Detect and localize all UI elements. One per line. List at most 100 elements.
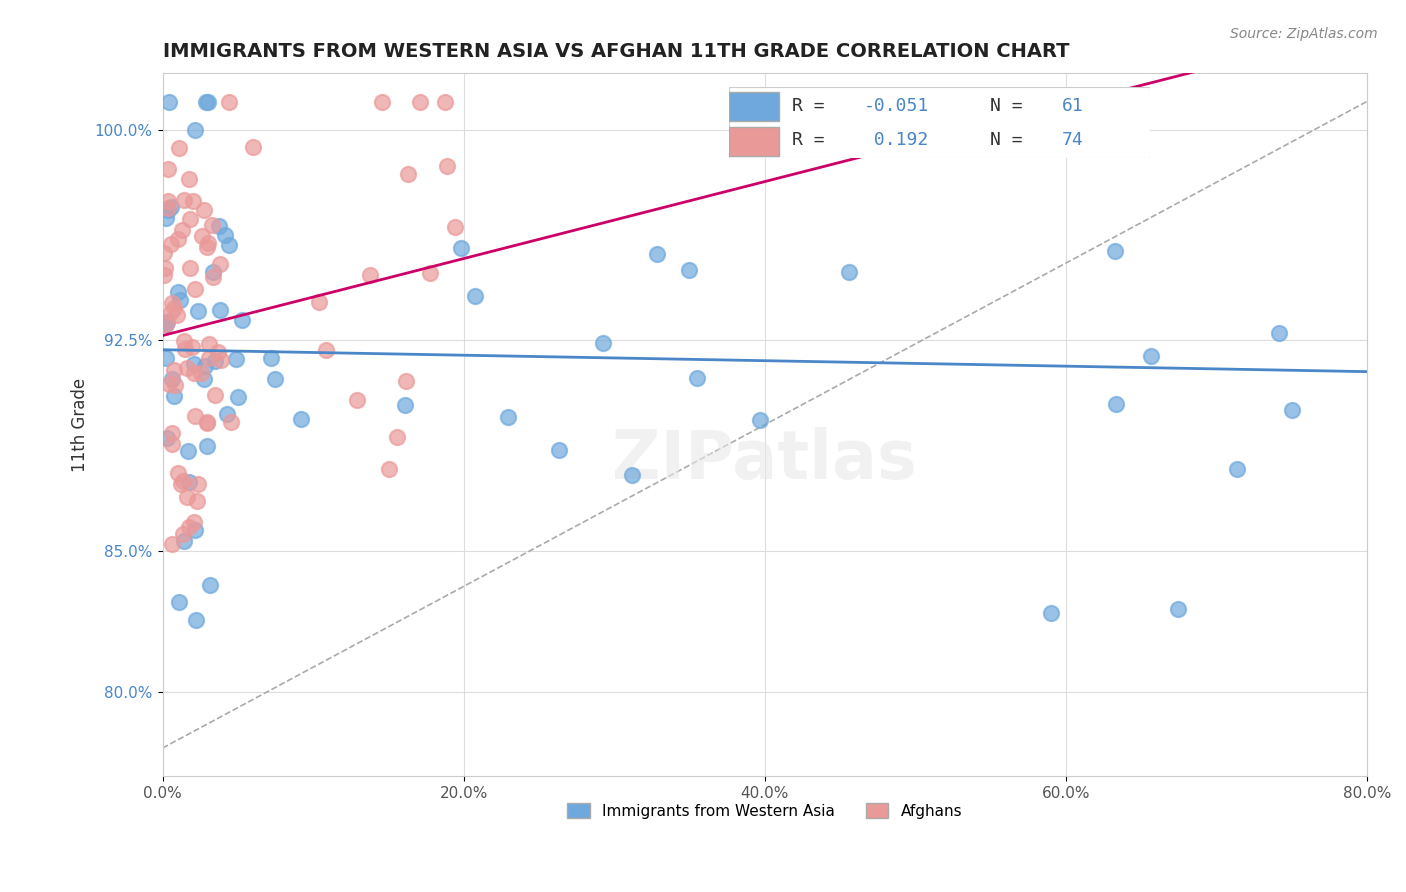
Point bbox=[202, 269, 225, 284]
Point bbox=[184, 523, 207, 537]
Point bbox=[215, 407, 238, 421]
Point bbox=[444, 219, 467, 234]
Point bbox=[193, 371, 215, 385]
Point bbox=[198, 578, 221, 592]
Point bbox=[160, 537, 183, 551]
Point bbox=[395, 374, 418, 388]
Point bbox=[1104, 244, 1126, 258]
Point bbox=[195, 415, 218, 429]
Point bbox=[209, 352, 232, 367]
Point bbox=[173, 342, 195, 356]
Point bbox=[290, 412, 312, 426]
Point bbox=[450, 241, 472, 255]
Point bbox=[156, 201, 179, 215]
Point bbox=[184, 613, 207, 627]
Point bbox=[160, 237, 183, 252]
Text: IMMIGRANTS FROM WESTERN ASIA VS AFGHAN 11TH GRADE CORRELATION CHART: IMMIGRANTS FROM WESTERN ASIA VS AFGHAN 1… bbox=[163, 42, 1069, 61]
Point bbox=[1226, 461, 1249, 475]
Point bbox=[219, 415, 242, 429]
Point bbox=[436, 159, 458, 173]
Point bbox=[177, 444, 200, 458]
Point bbox=[153, 268, 176, 283]
Point bbox=[183, 367, 205, 381]
Point bbox=[190, 366, 212, 380]
Point bbox=[225, 352, 247, 367]
Point bbox=[172, 474, 194, 488]
Point bbox=[396, 167, 419, 181]
Point bbox=[179, 260, 201, 275]
Point bbox=[308, 294, 330, 309]
Point bbox=[179, 172, 201, 186]
Point bbox=[548, 443, 571, 458]
Point bbox=[187, 303, 209, 318]
Point bbox=[197, 95, 219, 109]
Point bbox=[159, 304, 181, 318]
Point bbox=[157, 377, 180, 392]
Point bbox=[1105, 397, 1128, 411]
Point bbox=[1111, 95, 1133, 109]
Legend: Immigrants from Western Asia, Afghans: Immigrants from Western Asia, Afghans bbox=[561, 797, 969, 825]
Point bbox=[208, 257, 231, 271]
Point bbox=[163, 363, 186, 377]
Point bbox=[195, 439, 218, 453]
Point bbox=[177, 520, 200, 534]
Point bbox=[259, 351, 281, 365]
Point bbox=[153, 245, 176, 260]
Point bbox=[204, 354, 226, 368]
Point bbox=[264, 372, 287, 386]
Point bbox=[394, 398, 416, 412]
Point bbox=[153, 260, 176, 275]
Point bbox=[173, 533, 195, 548]
Point bbox=[179, 212, 201, 227]
Point bbox=[160, 426, 183, 441]
Point bbox=[194, 359, 217, 373]
Point bbox=[197, 240, 219, 254]
Point bbox=[167, 595, 190, 609]
Point bbox=[183, 515, 205, 529]
Point bbox=[202, 265, 225, 279]
Point bbox=[208, 219, 231, 233]
Point bbox=[172, 223, 194, 237]
Point bbox=[686, 370, 709, 384]
Point bbox=[359, 268, 381, 282]
Point bbox=[620, 467, 643, 482]
Point bbox=[155, 351, 177, 365]
Point bbox=[184, 123, 207, 137]
Point bbox=[187, 477, 209, 491]
Point bbox=[385, 430, 408, 444]
Point bbox=[218, 237, 240, 252]
Point bbox=[173, 334, 195, 348]
Point bbox=[181, 194, 204, 208]
Point bbox=[226, 390, 249, 404]
Point bbox=[209, 303, 232, 318]
Point bbox=[207, 345, 229, 359]
Point bbox=[200, 219, 222, 233]
Point bbox=[748, 413, 770, 427]
Point bbox=[678, 263, 700, 277]
Point bbox=[156, 431, 179, 445]
Point bbox=[156, 315, 179, 329]
Text: Source: ZipAtlas.com: Source: ZipAtlas.com bbox=[1230, 27, 1378, 41]
Point bbox=[170, 476, 193, 491]
Point bbox=[163, 301, 186, 316]
Point bbox=[204, 387, 226, 401]
Point bbox=[186, 493, 208, 508]
Point bbox=[160, 436, 183, 450]
Point bbox=[183, 358, 205, 372]
Point bbox=[176, 360, 198, 375]
Point bbox=[838, 265, 860, 279]
Point bbox=[218, 95, 240, 109]
Point bbox=[166, 308, 188, 322]
Point bbox=[159, 95, 181, 109]
Point bbox=[160, 200, 183, 214]
Point bbox=[177, 475, 200, 490]
Point bbox=[172, 527, 194, 541]
Point bbox=[1140, 350, 1163, 364]
Point bbox=[242, 140, 264, 154]
Point bbox=[194, 95, 217, 109]
Point bbox=[156, 161, 179, 176]
Point bbox=[195, 416, 218, 430]
Point bbox=[181, 340, 204, 354]
Point bbox=[592, 335, 614, 350]
Point bbox=[160, 296, 183, 310]
